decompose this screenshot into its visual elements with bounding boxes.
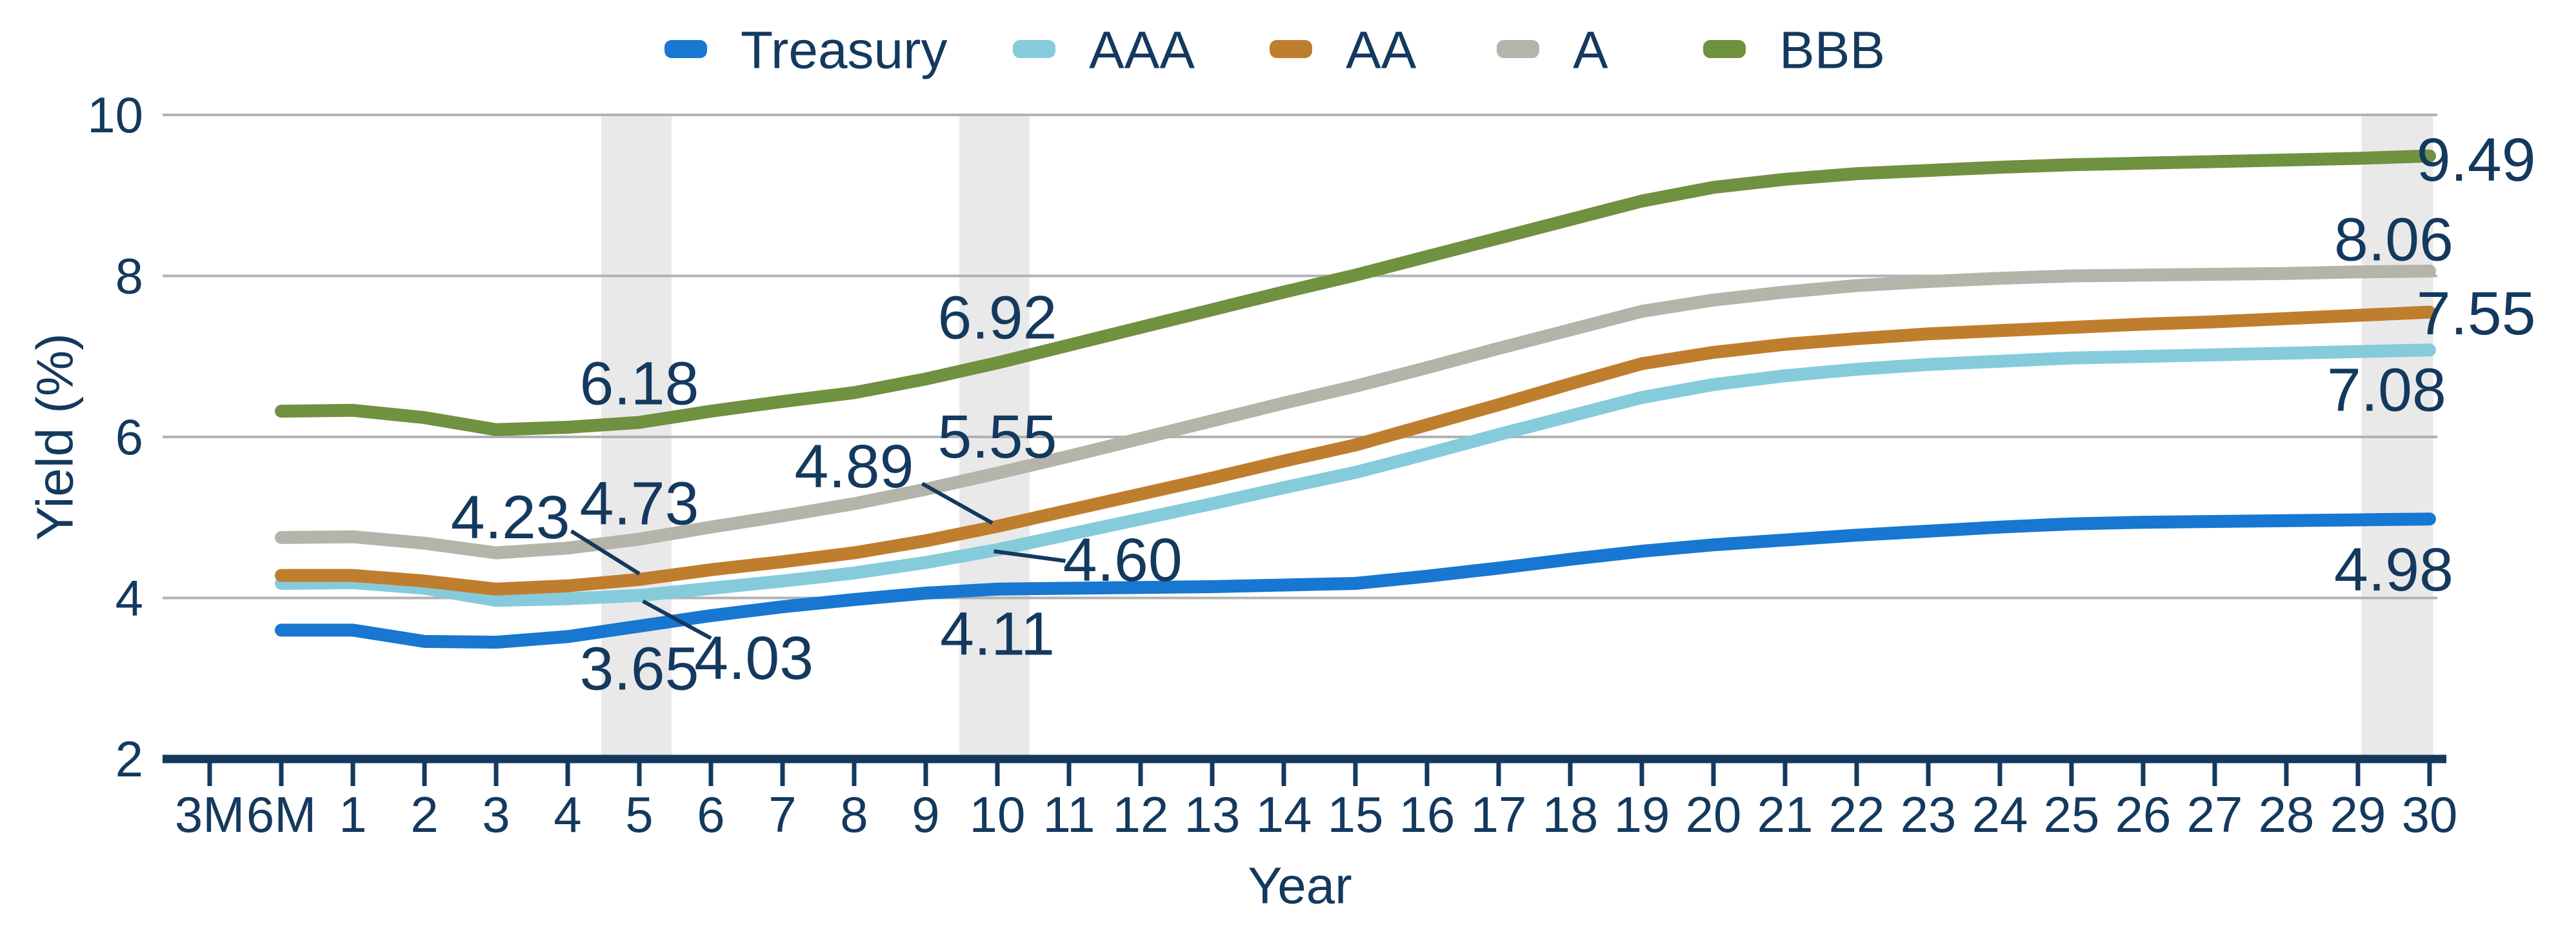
value-label-a-5.55: 5.55 <box>938 403 1057 471</box>
y-tick-label-2: 2 <box>115 731 143 787</box>
x-tick-label-26: 26 <box>2115 786 2172 843</box>
value-label-aaa-4.03: 4.03 <box>694 624 814 692</box>
value-label-a-4.73: 4.73 <box>580 470 699 538</box>
leader-line-4.60 <box>993 549 1066 563</box>
value-label-bbb-6.18: 6.18 <box>580 350 699 418</box>
y-tick-label-4: 4 <box>115 570 143 627</box>
x-tick-label-3M: 3M <box>175 786 245 843</box>
x-tick-label-28: 28 <box>2259 786 2315 843</box>
x-tick-label-2: 2 <box>410 786 438 843</box>
x-tick-label-20: 20 <box>1686 786 1742 843</box>
legend-item-aaa: AAA <box>1013 21 1195 80</box>
x-tick-label-16: 16 <box>1399 786 1455 843</box>
x-tick-label-24: 24 <box>1972 786 2028 843</box>
legend-swatch-aaa-icon <box>1013 40 1055 58</box>
series-line-aa <box>275 305 2436 596</box>
legend-label-aaa: AAA <box>1089 21 1195 80</box>
x-tick-label-11: 11 <box>1043 786 1095 843</box>
value-label-treasury-4.11: 4.11 <box>940 600 1055 669</box>
x-tick-label-6M: 6M <box>246 786 316 843</box>
x-tick-label-22: 22 <box>1829 786 1885 843</box>
x-tick-label-14: 14 <box>1256 786 1312 843</box>
x-tick-label-27: 27 <box>2187 786 2243 843</box>
legend-item-bbb: BBB <box>1703 21 1885 80</box>
y-tick-label-6: 6 <box>115 409 143 465</box>
x-tick-label-13: 13 <box>1184 786 1241 843</box>
x-tick-label-6: 6 <box>697 786 724 843</box>
x-tick-label-5: 5 <box>625 786 653 843</box>
series-line-aaa <box>275 343 2436 607</box>
value-label-a-8.06: 8.06 <box>2334 205 2453 274</box>
x-tick-label-25: 25 <box>2044 786 2100 843</box>
series-line-bbb <box>275 149 2436 436</box>
leader-line-4.03 <box>642 599 712 640</box>
value-label-aaa-4.60: 4.60 <box>1063 526 1183 594</box>
x-tick-label-15: 15 <box>1328 786 1384 843</box>
x-tick-label-3: 3 <box>482 786 510 843</box>
x-tick-label-23: 23 <box>1901 786 1957 843</box>
legend-swatch-aa-icon <box>1270 40 1312 58</box>
legend: Treasury AAA AA A BBB <box>664 21 1885 80</box>
x-tick-label-9: 9 <box>912 786 939 843</box>
x-tick-label-1: 1 <box>339 786 366 843</box>
legend-item-a: A <box>1497 21 1608 80</box>
value-label-treasury-3.65: 3.65 <box>580 634 699 703</box>
x-tick-label-10: 10 <box>970 786 1026 843</box>
legend-label-a: A <box>1573 21 1608 80</box>
x-tick-label-19: 19 <box>1614 786 1670 843</box>
y-axis-title: Yield (%) <box>26 333 84 541</box>
x-tick-label-30: 30 <box>2402 786 2458 843</box>
value-label-bbb-9.49: 9.49 <box>2417 126 2536 194</box>
legend-swatch-a-icon <box>1497 40 1539 58</box>
y-tick-label-10: 10 <box>87 86 143 143</box>
value-label-bbb-6.92: 6.92 <box>938 283 1057 352</box>
leader-line-4.23 <box>570 529 641 576</box>
value-label-treasury-4.98: 4.98 <box>2334 536 2453 604</box>
legend-swatch-treasury-icon <box>664 40 707 58</box>
legend-label-bbb: BBB <box>1779 21 1885 80</box>
x-tick-label-29: 29 <box>2330 786 2386 843</box>
leader-line-4.89 <box>921 481 993 525</box>
y-tick-label-8: 8 <box>115 248 143 305</box>
x-tick-label-7: 7 <box>768 786 796 843</box>
x-tick-label-8: 8 <box>840 786 868 843</box>
x-tick-label-18: 18 <box>1543 786 1599 843</box>
x-axis-title: Year <box>1248 857 1352 915</box>
series-line-a <box>275 265 2436 560</box>
x-tick-label-12: 12 <box>1113 786 1169 843</box>
x-tick-label-17: 17 <box>1471 786 1527 843</box>
legend-item-aa: AA <box>1270 21 1417 80</box>
legend-swatch-bbb-icon <box>1703 40 1746 58</box>
legend-item-treasury: Treasury <box>664 21 947 80</box>
series-line-treasury <box>275 512 2436 649</box>
x-tick-label-4: 4 <box>554 786 581 843</box>
value-label-aa-7.55: 7.55 <box>2417 279 2536 348</box>
legend-label-aa: AA <box>1346 21 1417 80</box>
x-tick-label-21: 21 <box>1757 786 1813 843</box>
value-label-aa-4.89: 4.89 <box>795 432 914 501</box>
value-label-aa-4.23: 4.23 <box>451 483 570 552</box>
legend-label-treasury: Treasury <box>741 21 947 80</box>
value-label-aaa-7.08: 7.08 <box>2327 356 2446 425</box>
